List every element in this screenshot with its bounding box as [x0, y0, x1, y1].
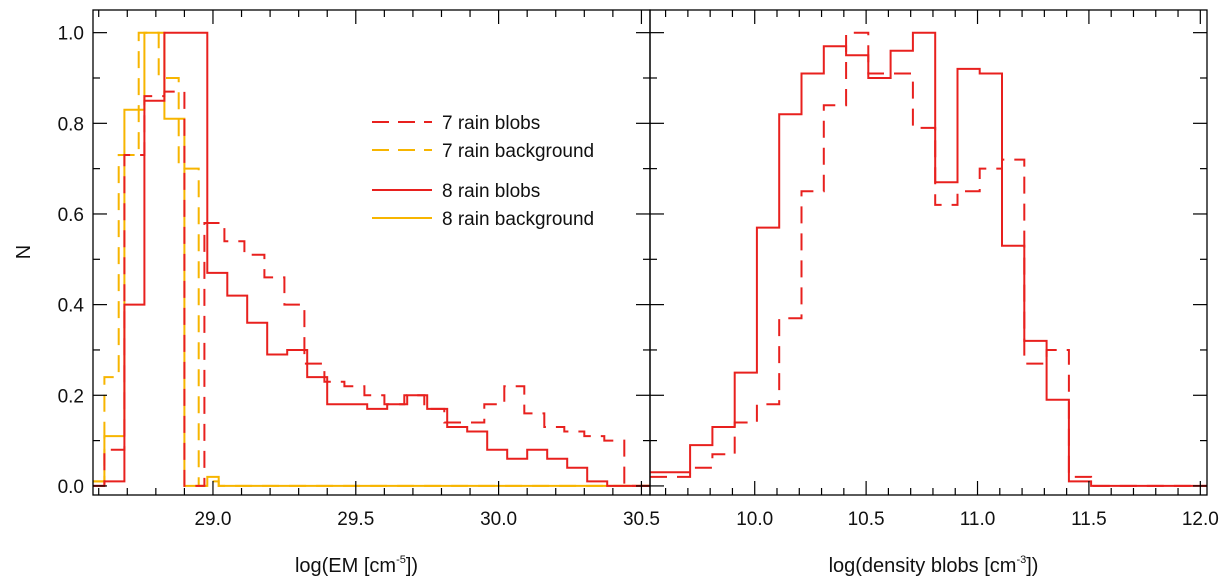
x-axis-label-1: log(density blobs [cm-3]) — [829, 554, 1039, 577]
legend: 7 rain blobs 7 rain background 8 rain blob… — [372, 113, 594, 230]
x-tick-label: 29.0 — [194, 509, 231, 530]
y-tick-label: 0.2 — [58, 386, 84, 407]
series-7-rain-blobs-panel-0 — [93, 90, 650, 487]
plot-frame-0 — [92, 9, 651, 496]
series-7-rain-blobs-panel-1 — [650, 31, 1207, 487]
panel-em-histogram: 29.0 29.5 30.0 30.5 0.0 0.2 0.4 0.6 0.8 1.0 log(EM… — [58, 9, 660, 577]
y-axis-label: N — [13, 245, 35, 259]
legend-label: 7 rain blobs — [442, 113, 540, 134]
x-tick-label: 10.0 — [736, 509, 773, 530]
x-axis-label-0: log(EM [cm-5]) — [295, 554, 418, 577]
x-tick-label: 11.0 — [960, 509, 996, 530]
x-tick-label: 11.5 — [1071, 509, 1107, 530]
x-tick-label: 30.0 — [480, 509, 517, 530]
x-tick-label: 29.5 — [337, 509, 374, 530]
series-8-rain-blobs-panel-1 — [650, 31, 1207, 487]
y-tick-label: 1.0 — [58, 24, 84, 45]
x-tick-label: 10.5 — [848, 509, 885, 530]
series-7-rain-background-panel-0 — [93, 31, 650, 487]
y-tick-label: 0.0 — [58, 477, 84, 498]
panel-density-histogram: 10.0 10.5 11.0 11.5 12.0 log(density blobs [c… — [649, 9, 1219, 577]
legend-label: 8 rain blobs — [442, 181, 540, 202]
legend-label: 8 rain background — [442, 209, 594, 230]
legend-label: 7 rain background — [442, 141, 594, 162]
y-tick-label: 0.4 — [58, 296, 85, 317]
series-8-rain-background-panel-0 — [93, 31, 650, 487]
x-tick-label: 12.0 — [1182, 509, 1219, 530]
series-8-rain-blobs-panel-0 — [93, 31, 650, 487]
y-tick-label: 0.6 — [58, 205, 84, 226]
y-tick-label: 0.8 — [58, 114, 84, 135]
plot-frame-1 — [649, 9, 1208, 496]
x-tick-label: 30.5 — [623, 509, 660, 530]
